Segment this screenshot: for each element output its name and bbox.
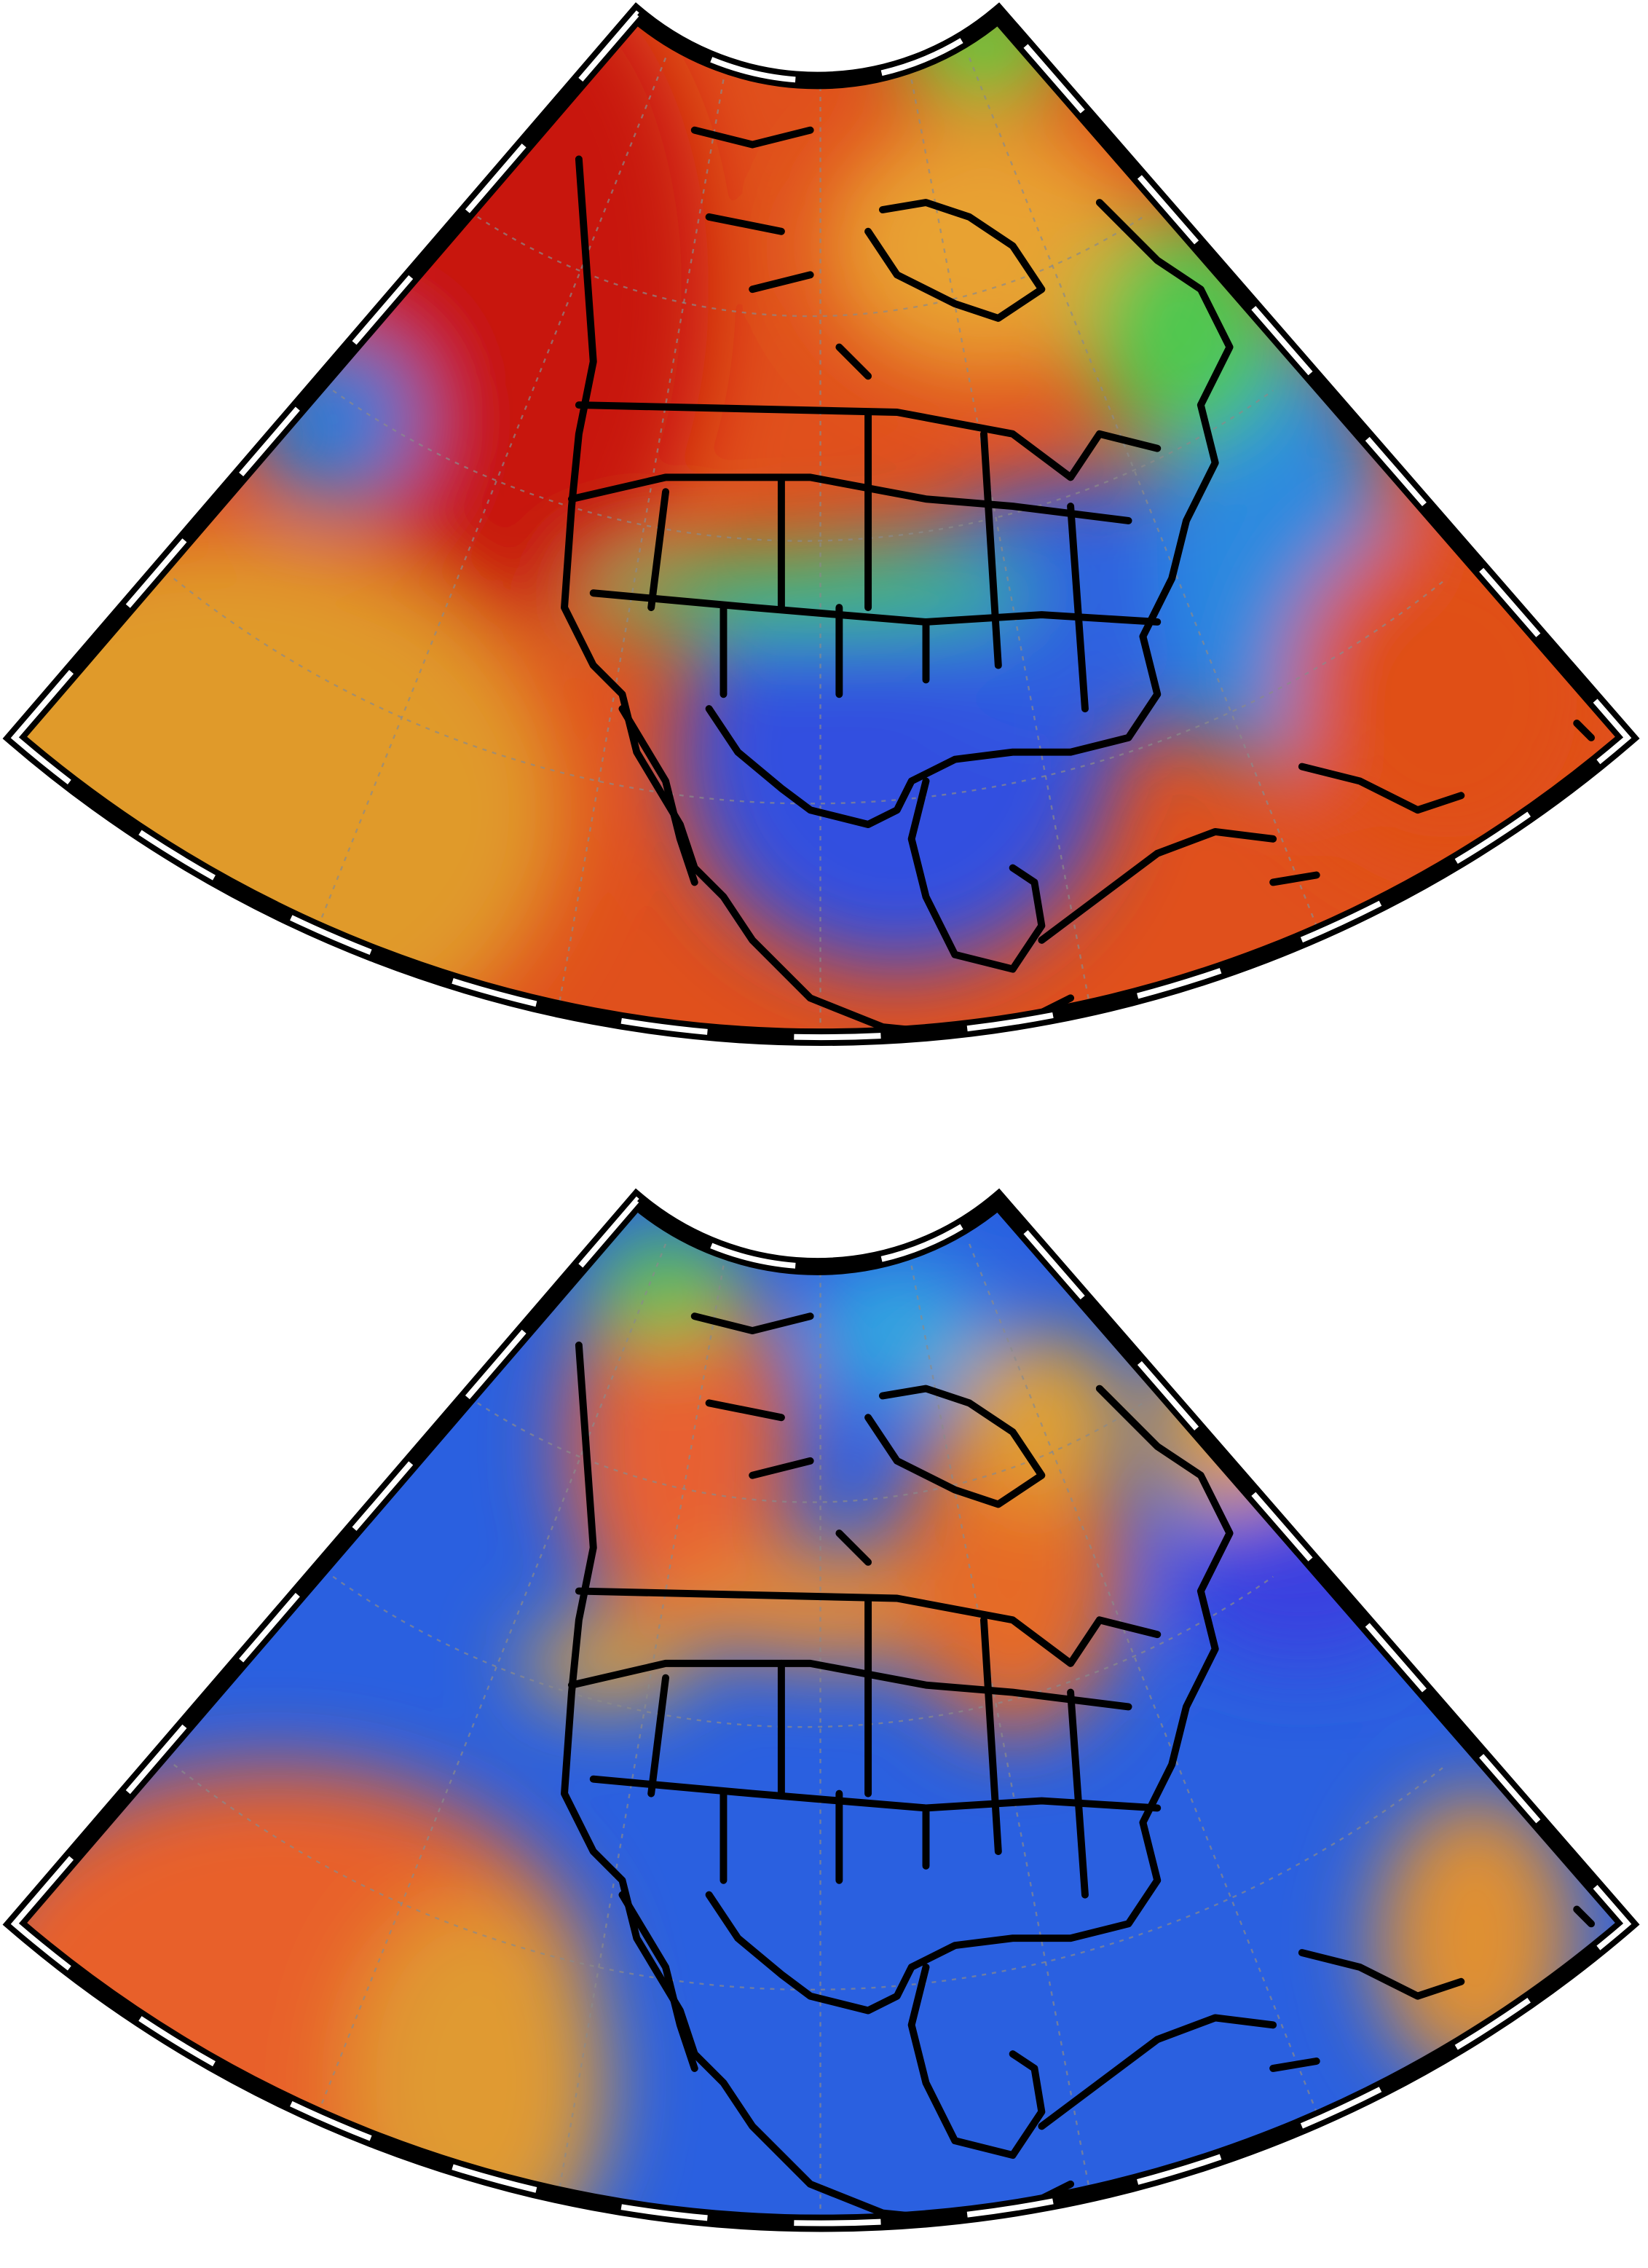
- map-panel-bottom: [0, 1186, 1648, 2268]
- field: [15, 1200, 1628, 2224]
- map-panel-top: [0, 0, 1648, 1099]
- field: [15, 14, 1628, 1038]
